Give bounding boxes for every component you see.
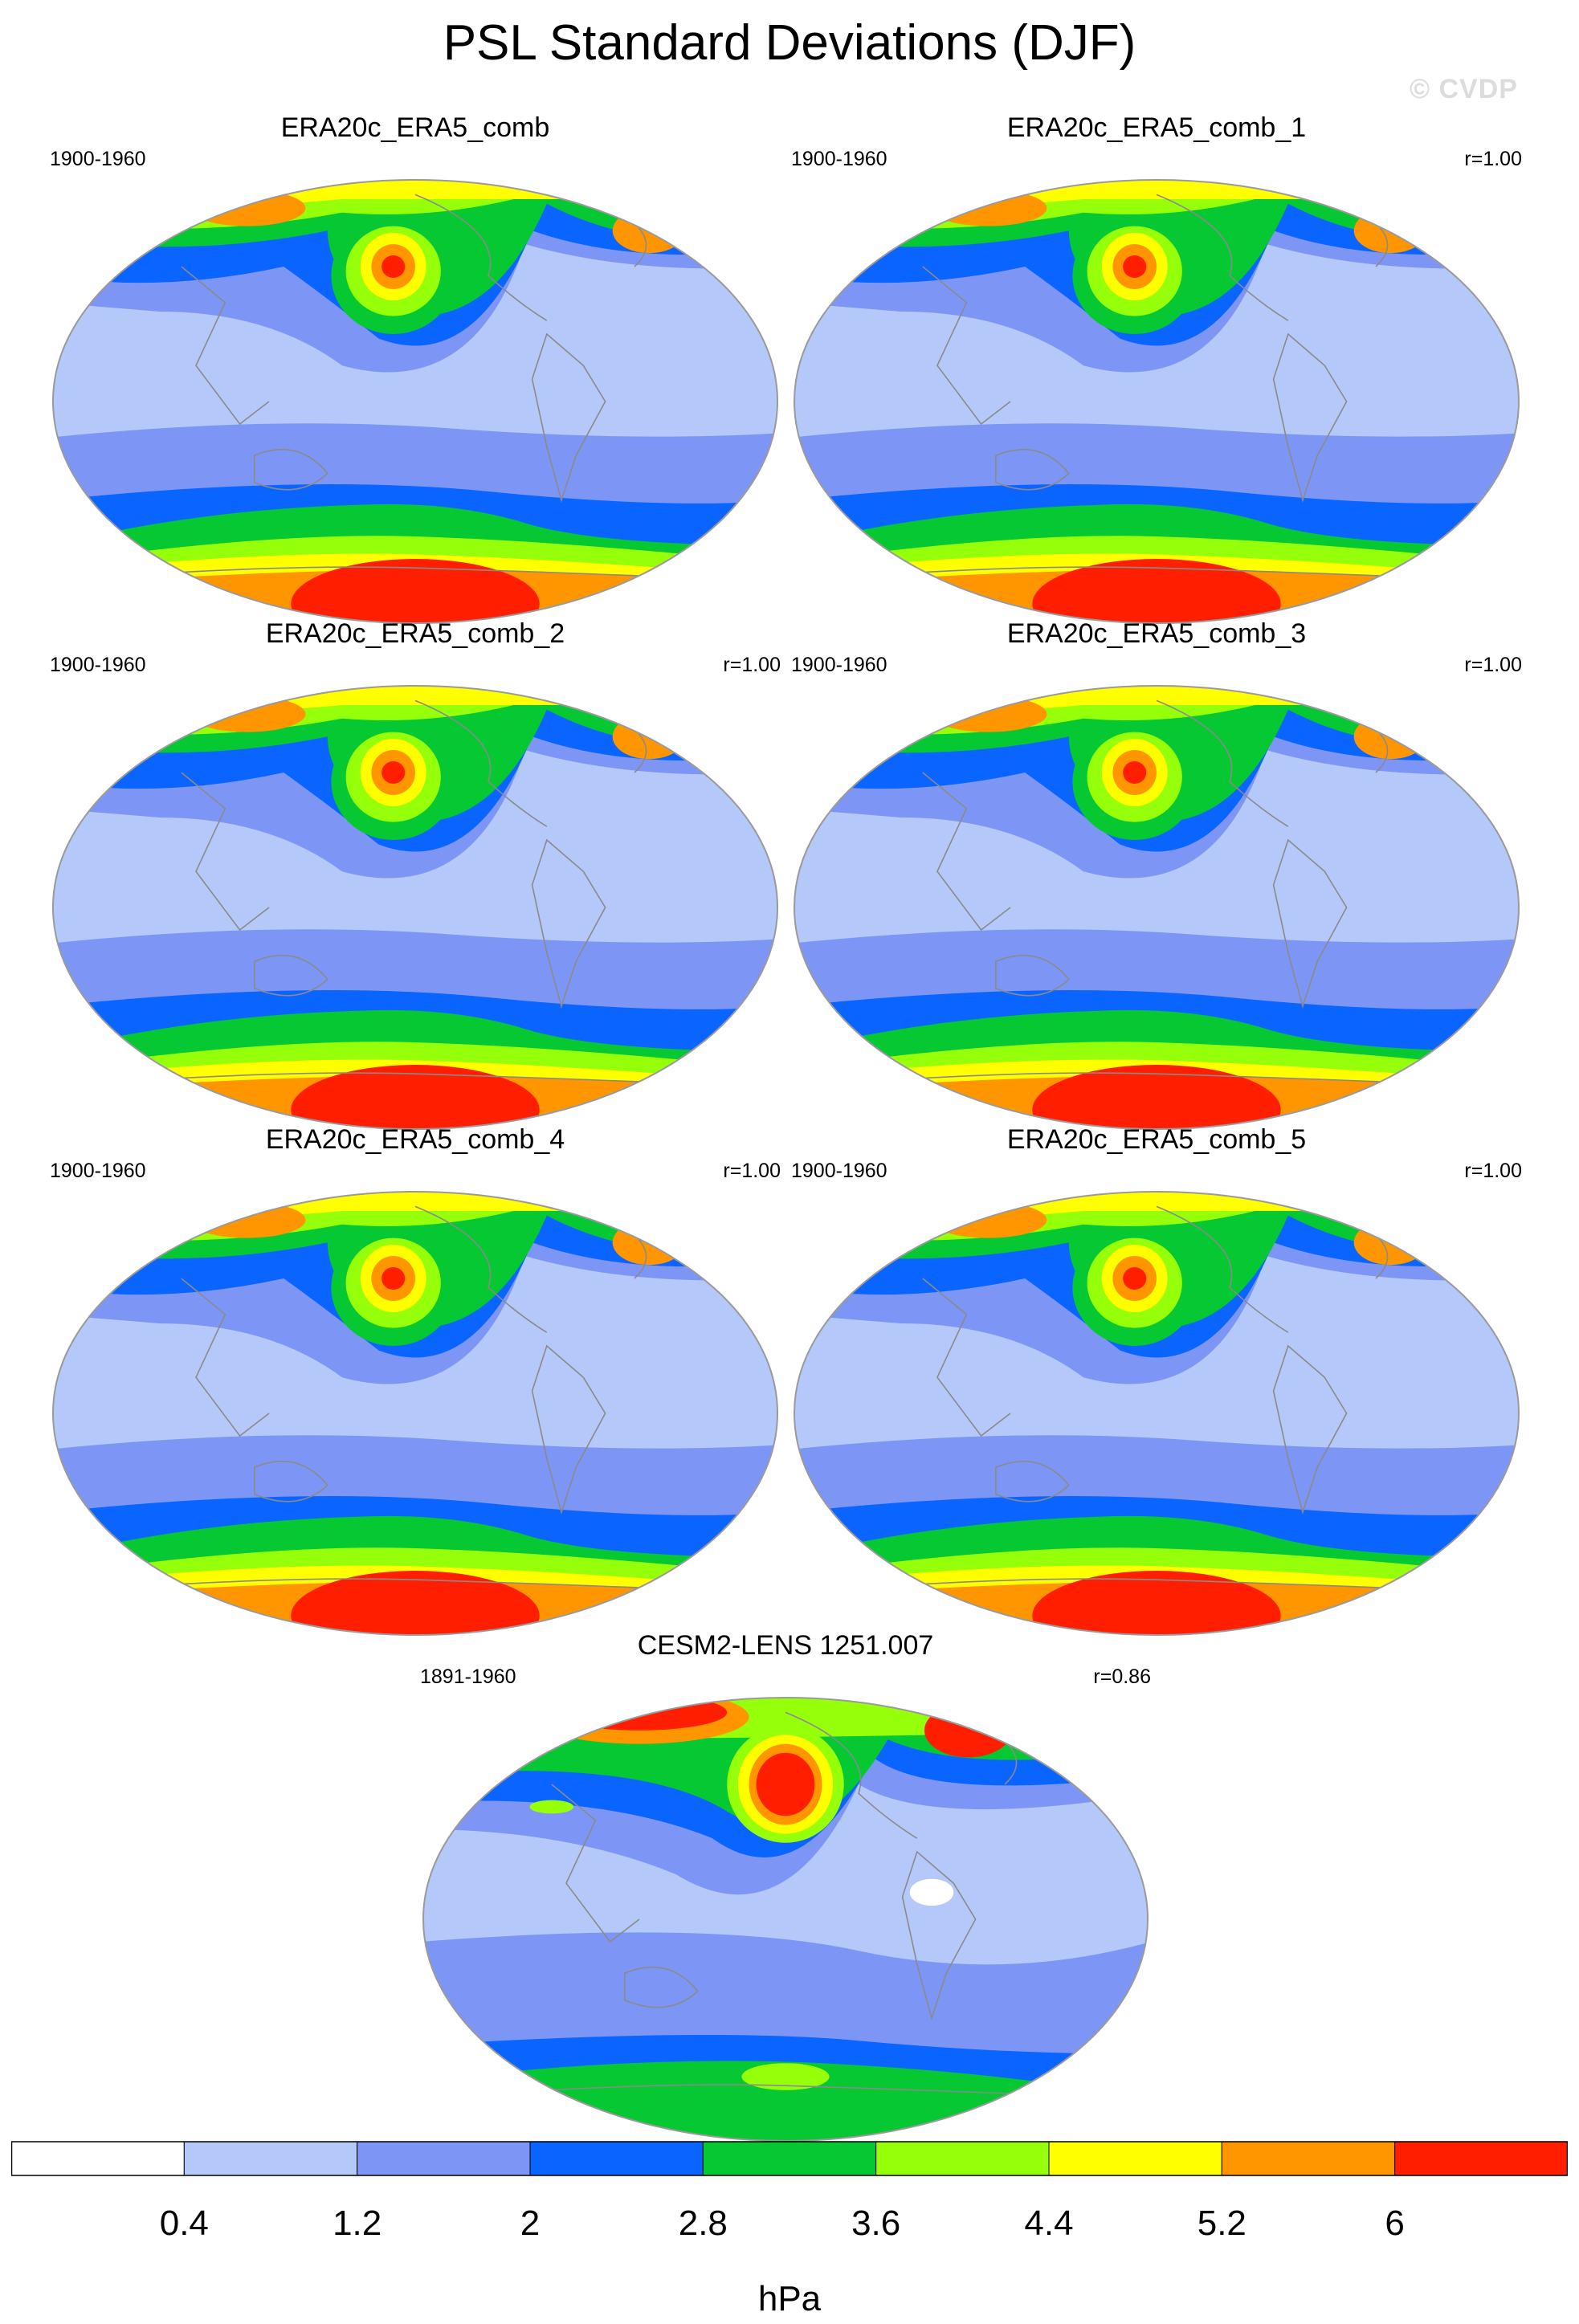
panel-period: 1900-1960 [50,1160,146,1182]
globe-map [422,1697,1149,2142]
panel-title: ERA20c_ERA5_comb_3 [1006,618,1307,649]
colorbar-swatch [183,2141,358,2176]
panel-title: ERA20c_ERA5_comb [280,112,550,143]
colorbar-tick-label: 2.8 [679,2204,728,2243]
colorbar-tick-label: 4.4 [1024,2204,1073,2243]
panel-period: 1900-1960 [50,654,146,676]
colorbar-tick-label: 1.2 [333,2204,381,2243]
colorbar-swatch [1394,2141,1568,2176]
colorbar-tick-label: 2 [520,2204,540,2243]
colorbar-swatch [875,2141,1050,2176]
colorbar-swatch [357,2141,531,2176]
cvdp-watermark: © CVDP [1410,74,1518,104]
figure-title: PSL Standard Deviations (DJF) [443,15,1136,71]
panel-correlation: r=1.00 [723,1160,781,1182]
colorbar-tick-label: 3.6 [851,2204,900,2243]
colorbar-tick-label: 6 [1385,2204,1404,2243]
panel-title: ERA20c_ERA5_comb_1 [1006,112,1307,143]
colorbar-tick-label: 5.2 [1198,2204,1246,2243]
globe-map [794,179,1520,624]
map-panel-era20c-era5-comb-1: ERA20c_ERA5_comb_1 1900-1960 r=1.00 [791,112,1522,624]
colorbar-swatch [11,2141,185,2176]
colorbar-unit-label: hPa [757,2279,822,2318]
map-panel-era20c-era5-comb-5: ERA20c_ERA5_comb_5 1900-1960 r=1.00 [791,1124,1522,1636]
panel-period: 1900-1960 [791,1160,887,1182]
panel-title: ERA20c_ERA5_comb_5 [1006,1124,1307,1155]
colorbar: 0.4 1.2 2 2.8 3.6 4.4 5.2 6 [11,2141,1568,2243]
panel-title: ERA20c_ERA5_comb_4 [265,1124,565,1155]
panel-period: 1900-1960 [791,148,887,170]
panel-correlation: r=1.00 [723,654,781,676]
map-panel-era20c-era5-comb-2: ERA20c_ERA5_comb_2 1900-1960 r=1.00 [50,618,781,1130]
map-panel-era20c-era5-comb-3: ERA20c_ERA5_comb_3 1900-1960 r=1.00 [791,618,1522,1130]
globe-map [52,179,778,624]
map-panel-era20c-era5-comb: ERA20c_ERA5_comb 1900-1960 [50,112,781,624]
colorbar-swatch [1048,2141,1222,2176]
panel-title: CESM2-LENS 1251.007 [637,1630,934,1661]
colorbar-swatch [529,2141,704,2176]
panel-period: 1891-1960 [420,1666,516,1688]
map-panel-era20c-era5-comb-4: ERA20c_ERA5_comb_4 1900-1960 r=1.00 [50,1124,781,1636]
panel-correlation: r=1.00 [1464,654,1522,676]
globe-map [52,685,778,1130]
panel-correlation: r=0.86 [1093,1666,1151,1688]
panel-correlation: r=1.00 [1464,148,1522,170]
panel-title: ERA20c_ERA5_comb_2 [265,618,565,649]
colorbar-swatch [702,2141,877,2176]
panel-correlation: r=1.00 [1464,1160,1522,1182]
panel-period: 1900-1960 [791,654,887,676]
globe-map [52,1191,778,1636]
map-panel-cesm2-lens: CESM2-LENS 1251.007 1891-1960 r=0.86 [420,1630,1151,2142]
colorbar-tick-label: 0.4 [160,2204,209,2243]
globe-map [794,1191,1520,1636]
globe-map [794,685,1520,1130]
panel-period: 1900-1960 [50,148,146,170]
colorbar-swatch [1221,2141,1396,2176]
